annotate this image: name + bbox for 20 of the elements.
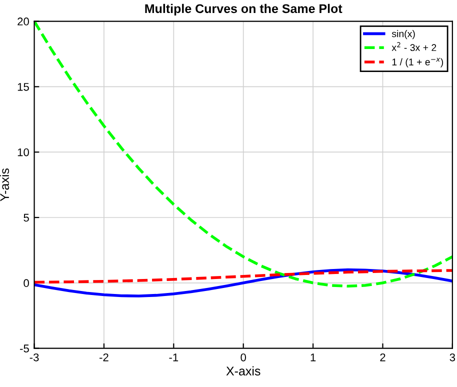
y-tick-label: 5 [24, 214, 29, 222]
chart-title: Multiple Curves on the Same Plot [145, 4, 342, 16]
x-tick-label: 3 [450, 353, 456, 362]
x-tick-label: -1 [169, 354, 178, 362]
y-axis-title: Y-axis [0, 168, 10, 202]
y-tick-label: 20 [18, 18, 29, 26]
x-tick-label: -2 [100, 353, 108, 362]
legend-label: 1 / (1 + e$^{−x}$) [392, 58, 444, 68]
x-axis-title: X-axis [226, 366, 260, 376]
y-tick-label: 0 [24, 279, 29, 288]
legend-label: sin(x) [392, 30, 415, 40]
y-tick-label: 15 [18, 83, 29, 91]
x-tick-label: 2 [380, 353, 386, 362]
y-tick-label: -5 [20, 344, 29, 352]
x-tick-label: -3 [30, 353, 39, 362]
legend-label: x$^{2}$ - 3x + 2 [392, 42, 436, 52]
y-tick-label: 10 [18, 148, 29, 156]
line-series [34, 269, 452, 284]
x-tick-label: 1 [310, 354, 316, 362]
x-tick-label: 0 [240, 353, 246, 362]
